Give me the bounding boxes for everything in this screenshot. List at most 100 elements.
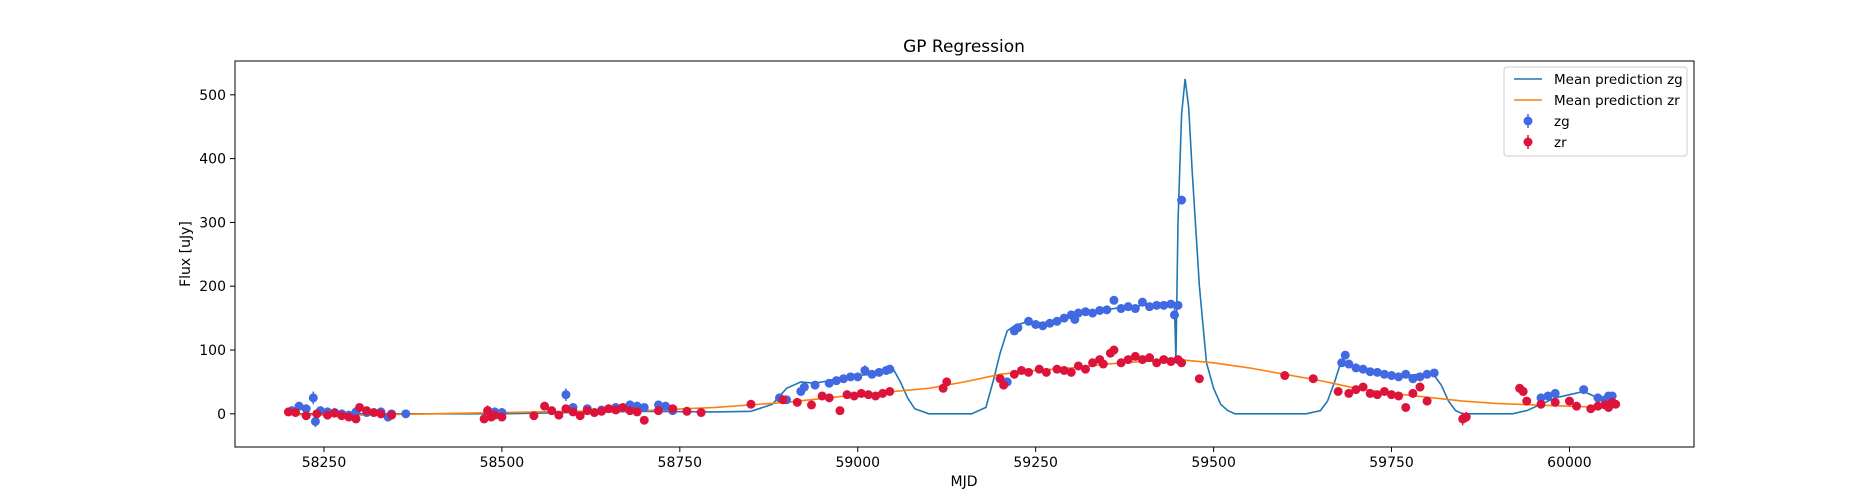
data-point [1109,345,1119,355]
data-point [1080,364,1090,374]
plot-marks [283,78,1621,428]
data-point [1052,316,1062,326]
data-point [1415,382,1425,392]
data-point [1130,351,1140,361]
data-point [1073,361,1083,371]
data-point [1401,402,1411,412]
data-point [1137,297,1147,307]
data-point [1059,365,1069,375]
data-point [355,402,365,412]
data-point [401,409,411,419]
legend-swatch [1523,116,1533,126]
data-point [1372,367,1382,377]
data-point [1088,308,1098,318]
data-point [1422,369,1432,379]
data-point [1152,300,1162,310]
data-point [1394,372,1404,382]
data-point [885,364,895,374]
data-point [323,410,333,420]
data-point [376,409,386,419]
data-point [653,406,663,416]
data-point [1379,369,1389,379]
data-point [1358,382,1368,392]
x-tick-label: 60000 [1547,455,1592,471]
data-point [1351,385,1361,395]
data-point [1308,374,1318,384]
data-point [1169,310,1179,320]
data-point [1536,393,1546,403]
data-point [387,410,397,420]
data-point [540,401,550,411]
x-tick-label: 59500 [1191,455,1236,471]
data-point [1173,300,1183,310]
data-point [778,395,788,405]
data-point [871,391,881,401]
data-point [874,367,884,377]
plot-area [283,78,1621,428]
data-point [1461,412,1471,422]
data-point [1372,390,1382,400]
data-point [1098,359,1108,369]
data-point [1365,388,1375,398]
data-point [1408,388,1418,398]
data-point [1145,353,1155,363]
y-tick-label: 500 [199,88,226,104]
data-point [1415,372,1425,382]
data-point [1159,355,1169,365]
data-point [1401,369,1411,379]
series-points-zr [283,345,1621,426]
data-point [529,411,539,421]
data-point [301,404,311,414]
data-point [1365,367,1375,377]
data-point [1394,391,1404,401]
data-point [1422,396,1432,406]
data-point [290,408,300,418]
data-point [1379,386,1389,396]
data-point [639,402,649,412]
data-point [1607,391,1617,401]
data-point [582,406,592,416]
data-point [824,393,834,403]
data-point [1123,355,1133,365]
data-point [1344,388,1354,398]
data-point [810,380,820,390]
data-point [490,410,500,420]
data-point [1572,401,1582,411]
data-point [308,393,318,403]
data-point [817,391,827,401]
x-tick-label: 58250 [302,455,347,471]
data-point [1611,399,1621,409]
data-point [1340,350,1350,360]
data-point [1159,300,1169,310]
data-point [1429,368,1439,378]
data-point [860,365,870,375]
data-point [1387,371,1397,381]
data-point [611,405,621,415]
data-point [1593,393,1603,403]
data-point [792,397,802,407]
data-point [1337,358,1347,368]
legend-entry-label: zg [1554,114,1570,130]
data-point [1344,359,1354,369]
data-point [824,378,834,388]
data-point [856,388,866,398]
data-point [668,404,678,414]
data-point [1052,364,1062,374]
data-point [1166,299,1176,309]
chart-title: GP Regression [903,37,1025,57]
data-point [1579,385,1589,395]
data-point [1586,404,1596,414]
data-point [1351,363,1361,373]
data-point [661,401,671,411]
data-point [1088,358,1098,368]
legend-entry-label: Mean prediction zg [1554,72,1683,88]
x-tick-label: 58750 [658,455,703,471]
data-point [746,399,756,409]
y-tick-label: 400 [199,152,226,168]
data-point [885,386,895,396]
data-point [1024,316,1034,326]
data-point [1177,195,1187,205]
data-point [878,388,888,398]
data-point [1593,401,1603,411]
